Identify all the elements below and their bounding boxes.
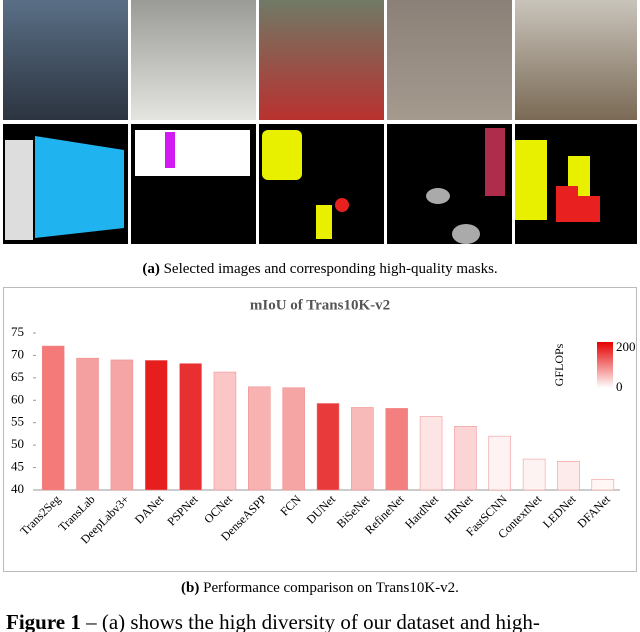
chart: 4045505560657075Trans2SegTransLabDeepLab… xyxy=(11,324,636,546)
mask-region xyxy=(426,188,450,204)
bar xyxy=(522,458,546,491)
x-tick-label: DANet xyxy=(132,492,167,527)
bar xyxy=(41,345,65,491)
caption-text: Performance comparison on Trans10K-v2. xyxy=(203,580,459,596)
bar xyxy=(454,426,477,491)
bar xyxy=(591,478,615,491)
photo xyxy=(131,0,256,120)
mask-region xyxy=(556,186,578,222)
bar xyxy=(179,363,202,491)
x-tick-label: HardNet xyxy=(402,492,442,532)
caption-a: (a) Selected images and corresponding hi… xyxy=(142,261,497,277)
y-tick-label: 50 xyxy=(11,436,24,451)
caption-label: (a) xyxy=(142,261,160,277)
caption-text: – (a) shows the high diversity of our da… xyxy=(85,610,540,632)
bar xyxy=(248,386,271,491)
photo xyxy=(387,0,512,120)
chart-frame xyxy=(3,287,637,572)
mask-region xyxy=(515,140,547,220)
bar xyxy=(213,371,237,491)
chart-title: mIoU of Trans10K-v2 xyxy=(250,297,390,313)
y-tick-label: 70 xyxy=(11,346,24,361)
photo xyxy=(515,0,637,120)
y-tick-label: 40 xyxy=(11,481,24,496)
photo xyxy=(3,0,128,120)
bar xyxy=(76,357,99,491)
x-tick-label: LEDNet xyxy=(540,492,579,531)
x-tick-label: PSPNet xyxy=(164,492,201,529)
y-tick-label: 45 xyxy=(11,459,24,474)
mask-region xyxy=(262,130,302,180)
mask-region xyxy=(35,136,124,238)
colorbar xyxy=(597,342,613,388)
colorbar-tick-label: 200 xyxy=(616,339,636,354)
bar xyxy=(282,387,305,491)
y-tick-label: 65 xyxy=(11,369,24,384)
mask-region xyxy=(485,128,505,196)
figure-caption: Figure 1 – (a) shows the high diversity … xyxy=(6,610,540,632)
bar xyxy=(110,359,134,491)
photo xyxy=(259,0,384,120)
caption-label: (b) xyxy=(181,580,199,596)
caption-text: Selected images and corresponding high-q… xyxy=(164,261,498,277)
x-tick-label: DFANet xyxy=(574,492,613,531)
colorbar-label: GFLOPs xyxy=(552,343,566,386)
photo-row xyxy=(3,0,637,120)
mask-region xyxy=(316,205,332,239)
bar xyxy=(144,360,168,491)
x-tick-label: Trans2Seg xyxy=(17,492,63,538)
colorbar-tick-label: 0 xyxy=(616,379,623,394)
mask-row xyxy=(3,124,637,244)
x-tick-label: FCN xyxy=(277,492,304,519)
mask-region xyxy=(165,132,175,168)
mask-region xyxy=(335,198,349,212)
bar xyxy=(351,407,374,491)
mask-region xyxy=(452,224,480,244)
bar xyxy=(419,416,443,491)
mask-region xyxy=(578,196,600,222)
y-tick-label: 60 xyxy=(11,391,24,406)
bar xyxy=(557,461,580,491)
mask-region xyxy=(135,130,250,176)
caption-label: Figure 1 xyxy=(6,610,81,632)
bar xyxy=(316,403,340,491)
bar xyxy=(385,408,408,491)
y-tick-label: 55 xyxy=(11,414,24,429)
y-tick-label: 75 xyxy=(11,324,24,339)
caption-b: (b) Performance comparison on Trans10K-v… xyxy=(181,580,459,596)
bar xyxy=(488,435,512,491)
mask-region xyxy=(5,140,33,240)
